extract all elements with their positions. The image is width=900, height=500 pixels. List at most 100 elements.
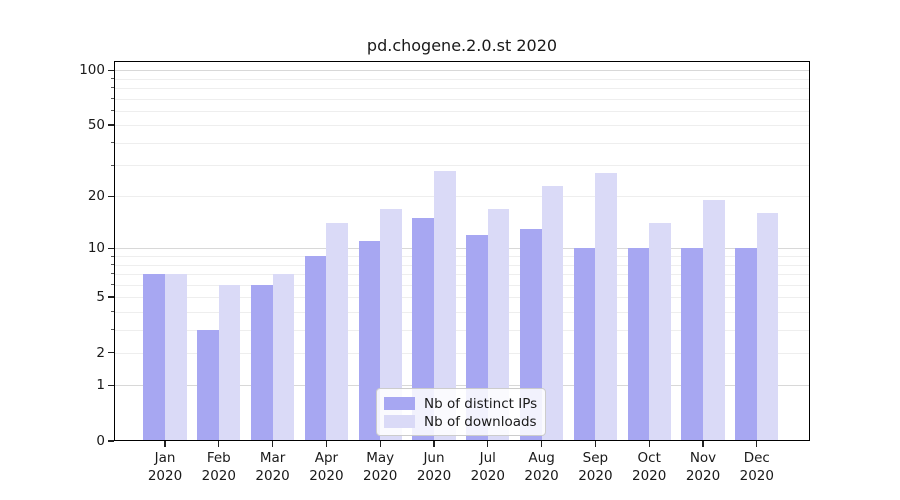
gridline-minor (114, 284, 810, 286)
gridline-minor (114, 264, 810, 266)
bar-distinct-ips (681, 248, 703, 441)
x-tick-mark (648, 441, 650, 447)
x-tick-month: Feb (206, 450, 231, 466)
bar-distinct-ips (627, 248, 650, 441)
gridline-major (114, 70, 810, 72)
x-tick-month: Nov (689, 450, 717, 466)
x-tick-year: 2020 (685, 468, 721, 484)
bar-downloads (541, 185, 564, 441)
x-tick-mark (540, 441, 543, 447)
y-minor-tick-mark (110, 329, 114, 331)
x-tick-mark (325, 441, 328, 447)
x-tick-label: Oct 2020 (619, 449, 679, 485)
x-tick-month: Dec (743, 450, 770, 466)
x-tick-year: 2020 (739, 468, 774, 484)
x-tick-label: May 2020 (350, 449, 410, 485)
y-tick-label: 100 (79, 62, 105, 79)
bar-distinct-ips (573, 248, 596, 441)
y-minor-tick-mark (110, 98, 114, 99)
y-minor-tick-mark (110, 273, 114, 275)
y-tick-label: 10 (87, 240, 105, 257)
x-tick-mark (218, 441, 220, 447)
x-tick-label: Aug 2020 (512, 449, 572, 485)
x-tick-label: Jun 2020 (404, 449, 464, 485)
bar-downloads (487, 208, 510, 441)
y-minor-tick-mark (110, 110, 114, 112)
x-tick-month: Aug (528, 450, 555, 466)
bar-downloads (434, 170, 456, 441)
x-tick-mark (164, 441, 166, 447)
bar-distinct-ips (412, 218, 434, 441)
gridline-minor (114, 165, 810, 167)
legend: Nb of distinct IPs Nb of downloads (376, 388, 546, 436)
legend-label: Nb of downloads (424, 413, 537, 430)
y-tick-label: 1 (96, 377, 105, 394)
gridline-minor (114, 196, 810, 198)
gridline-major (114, 248, 810, 250)
gridline-minor (114, 142, 810, 144)
x-tick-year: 2020 (470, 468, 505, 484)
y-tick-label: 0 (96, 433, 105, 449)
x-tick-year: 2020 (578, 468, 613, 484)
legend-row: Nb of downloads (384, 413, 537, 430)
x-tick-label: Jul 2020 (458, 449, 518, 485)
y-minor-tick-mark (110, 78, 114, 80)
x-tick-label: Dec 2020 (727, 449, 787, 485)
legend-swatch-distinct-ips (384, 397, 415, 410)
bar-distinct-ips (197, 329, 219, 441)
y-tick-mark (108, 440, 114, 442)
x-tick-month: Jul (479, 450, 496, 466)
bar-downloads (595, 173, 617, 441)
y-tick-label: 20 (87, 188, 105, 205)
gridline-minor (114, 297, 810, 298)
y-tick-label: 50 (87, 117, 105, 134)
x-tick-mark (433, 441, 435, 447)
x-tick-year: 2020 (524, 468, 559, 484)
x-tick-label: Nov 2020 (673, 449, 733, 485)
x-tick-label: Apr 2020 (296, 449, 356, 485)
x-tick-month: Jun (423, 450, 445, 466)
x-tick-month: Sep (582, 450, 609, 466)
x-tick-month: Oct (637, 450, 661, 466)
bar-distinct-ips (735, 248, 757, 441)
gridline-minor (114, 352, 810, 354)
bar-distinct-ips (358, 241, 381, 441)
bar-downloads (649, 223, 671, 441)
y-tick-mark (108, 296, 114, 298)
x-tick-mark (487, 441, 489, 447)
y-minor-tick-mark (110, 142, 114, 144)
x-tick-label: Jan 2020 (135, 449, 195, 485)
x-tick-mark (756, 441, 758, 447)
x-tick-year: 2020 (147, 468, 183, 484)
y-minor-tick-mark (110, 284, 114, 286)
x-tick-mark (702, 441, 704, 447)
y-minor-tick-mark (110, 164, 114, 166)
x-tick-year: 2020 (416, 468, 452, 484)
gridline-minor (114, 311, 810, 313)
x-tick-month: Jan (154, 450, 176, 466)
x-tick-year: 2020 (255, 468, 290, 484)
gridline-minor (114, 329, 810, 331)
bar-distinct-ips (251, 284, 273, 441)
y-tick-mark (108, 195, 114, 198)
x-tick-mark (271, 441, 274, 447)
x-tick-year: 2020 (309, 468, 344, 484)
x-tick-label: Sep 2020 (565, 449, 625, 485)
y-tick-mark (108, 69, 114, 71)
y-tick-mark (108, 384, 114, 386)
x-tick-year: 2020 (363, 468, 398, 484)
gridline-minor (114, 87, 810, 89)
bar-distinct-ips (304, 256, 327, 441)
y-minor-tick-mark (110, 311, 114, 313)
bar-downloads (326, 223, 348, 441)
x-tick-label: Mar 2020 (243, 449, 303, 485)
gridline-minor (114, 256, 810, 257)
x-tick-mark (594, 441, 597, 447)
bar-downloads (756, 213, 779, 441)
y-tick-label: 2 (96, 344, 105, 361)
bar-downloads (272, 273, 295, 441)
y-minor-tick-mark (110, 255, 114, 257)
x-tick-month: May (366, 450, 395, 466)
bar-downloads (218, 284, 241, 441)
